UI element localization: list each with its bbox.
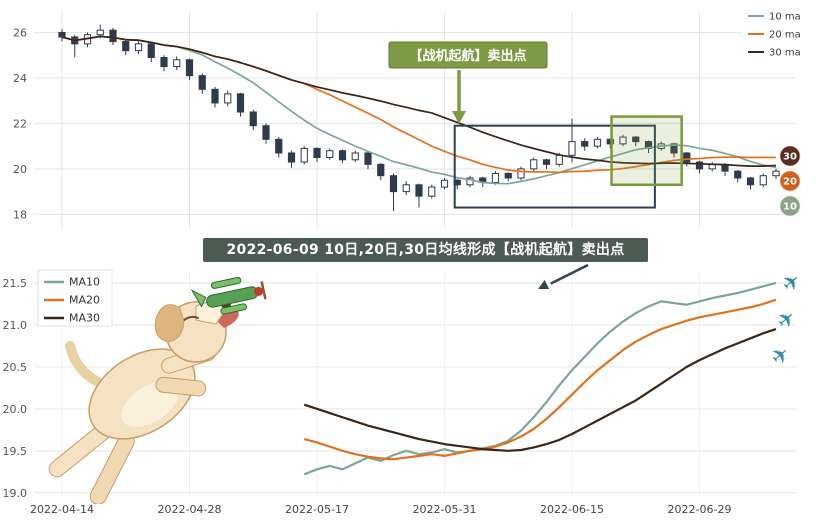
y-axis-tick-label: 19.0 <box>3 487 28 500</box>
y-axis-tick-label: 20 <box>13 163 27 176</box>
candle-body <box>377 163 385 177</box>
candle-body <box>58 31 66 38</box>
ma10-line <box>303 281 777 476</box>
candle-body <box>134 43 143 52</box>
signal-banner: 2022-06-09 10日,20日,30日均线形成【战机起航】卖出点 <box>203 238 648 262</box>
candle-body <box>504 172 512 179</box>
y-axis-tick-label: 26 <box>13 26 27 39</box>
candle-body <box>772 170 780 177</box>
candle-body <box>326 150 334 159</box>
legend-bg <box>37 269 113 327</box>
candle-body <box>746 177 755 186</box>
candle-body <box>300 147 308 163</box>
legend-label: MA30 <box>69 312 100 325</box>
sell-region-box <box>453 124 656 209</box>
candle-body <box>683 152 691 163</box>
candle-body <box>734 170 742 179</box>
legend-label: MA10 <box>69 276 100 289</box>
candle-body <box>364 152 372 165</box>
candle-body <box>160 56 168 68</box>
ma-badge-label: 10 <box>783 202 797 213</box>
x-axis-tick-label: 2022-06-15 <box>540 503 604 516</box>
candle-body <box>670 143 678 154</box>
candle-body <box>224 93 232 104</box>
candle-body <box>109 29 117 43</box>
candle-body <box>185 59 194 77</box>
candle-body <box>606 138 614 145</box>
candle-body <box>695 161 704 170</box>
candle-body <box>122 41 130 52</box>
candle-body <box>632 136 640 143</box>
candle-body <box>555 154 563 165</box>
y-axis-tick-label: 24 <box>13 72 27 85</box>
ma-line-chart: 2022-04-14 2022-04-28 2022-05-17 2022-05-31… <box>3 263 806 516</box>
candle-body <box>542 159 551 165</box>
candle-body <box>338 150 347 161</box>
callout-arrow-head <box>452 111 466 124</box>
callout-label: 【战机起航】卖出点 <box>409 48 526 64</box>
ma-badge <box>778 144 802 168</box>
candle-body <box>402 184 410 193</box>
candle-body <box>198 75 206 90</box>
ma20-line <box>303 298 777 461</box>
ma30-line <box>61 35 777 168</box>
y-axis-tick-label: 21.0 <box>3 319 28 332</box>
banner-arrow-head <box>538 280 550 289</box>
candle-body <box>96 29 104 36</box>
legend-label: 10 ma <box>769 12 801 23</box>
y-axis-tick-label: 19.5 <box>3 445 28 458</box>
candle-body <box>517 168 525 179</box>
ma-badge-label: 20 <box>783 177 797 188</box>
candle-body <box>351 152 359 161</box>
legend-label: MA20 <box>69 294 100 307</box>
candle-body <box>262 125 270 140</box>
y-axis-tick-label: 21.5 <box>3 277 28 290</box>
banner-arrow-shaft <box>550 263 589 285</box>
candle-body <box>440 179 449 188</box>
legend-label: 30 ma <box>769 48 801 59</box>
candle-body <box>466 177 474 186</box>
ma-badge <box>778 194 802 218</box>
x-axis-tick-label: 2022-05-31 <box>413 503 477 516</box>
x-axis-tick-label: 2022-04-14 <box>30 503 94 516</box>
candle-body <box>619 136 627 145</box>
candle-body <box>249 111 257 127</box>
candle-body <box>491 172 500 184</box>
candle-body <box>173 59 181 68</box>
signal-highlight-box <box>610 115 683 187</box>
candle-body <box>428 186 436 197</box>
candle-body <box>236 93 245 113</box>
candle-body <box>389 175 398 193</box>
x-axis-tick-label: 2022-06-29 <box>668 503 732 516</box>
ma-badge <box>778 169 802 193</box>
ma-badge-label: 30 <box>783 152 797 163</box>
candle-body <box>593 138 602 147</box>
candle-body <box>415 184 423 197</box>
candle-body <box>581 141 589 147</box>
y-axis-tick-label: 22 <box>13 117 27 130</box>
y-axis-tick-label: 18 <box>13 208 27 221</box>
candle-body <box>313 147 321 159</box>
legend-label: 20 ma <box>769 30 801 41</box>
x-axis-tick-label: 2022-05-17 <box>285 503 349 516</box>
x-axis-tick-label: 2022-04-28 <box>158 503 222 516</box>
candle-body <box>530 159 538 170</box>
airplane-icon: ✈ <box>772 305 801 335</box>
airplane-icon: ✈ <box>766 341 795 371</box>
y-axis-tick-label: 20.0 <box>3 403 28 416</box>
candle-body <box>211 88 219 104</box>
candle-body <box>275 138 283 154</box>
legend-bg <box>742 6 806 58</box>
candle-body <box>568 141 576 156</box>
candle-body <box>287 152 296 163</box>
candlestick-chart: 26 24 22 20 18 【战机起航】卖出点 10 ma 20 ma 30 ma 30 20 10 <box>13 6 806 228</box>
ma30-line <box>303 328 777 452</box>
candle-body <box>147 43 155 58</box>
candle-body <box>759 175 767 186</box>
callout-box <box>388 41 548 69</box>
airplane-icon: ✈ <box>777 268 806 298</box>
y-axis-tick-label: 20.5 <box>3 361 28 374</box>
